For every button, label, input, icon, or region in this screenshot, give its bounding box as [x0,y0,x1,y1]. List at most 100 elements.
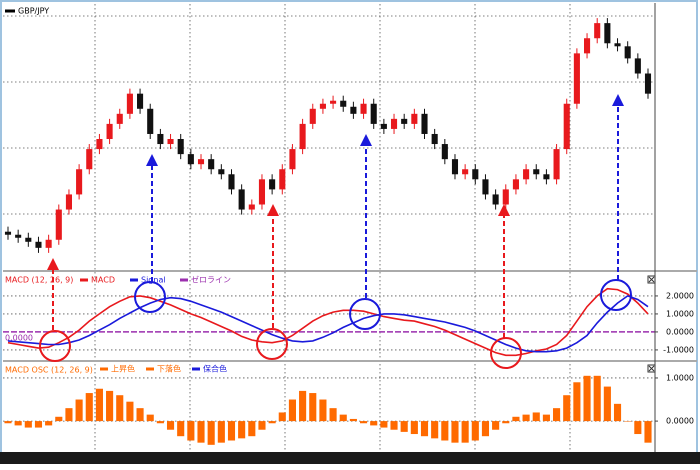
candle-body [523,169,530,180]
histogram-bar [126,401,134,422]
histogram-bar [197,421,205,443]
histogram-bar [451,421,459,443]
histogram-bar [573,382,581,422]
legend-label: MACD [91,276,115,285]
histogram-bar [370,421,378,426]
candle-body [248,204,255,210]
candle-body [106,123,113,140]
histogram-bar [258,421,266,430]
histogram-bar [85,393,93,422]
legend-label: ゼロライン [191,275,231,285]
candle-body [441,144,448,160]
histogram-bar [319,399,327,422]
candle-body [167,139,174,145]
candle-body [330,100,337,104]
candle-body [269,179,276,190]
candle-body [390,118,398,129]
candle-body [411,113,418,124]
candle-body [96,139,103,150]
histogram-bar [238,421,246,439]
candle-body [340,100,347,107]
histogram-bar [288,399,296,422]
histogram-bar [461,421,469,443]
histogram-bar [34,421,43,428]
close-x[interactable] [648,365,655,372]
histogram-bar [136,408,144,422]
candle-body [573,53,580,104]
candle-body [502,189,509,205]
histogram-bar [268,421,276,424]
legend-label: Signal [141,276,166,285]
candle-body [401,118,408,124]
histogram-bar [329,408,337,422]
histogram-bar [349,418,357,422]
histogram-bar [227,421,236,441]
candle-body [319,103,326,109]
candle-body [492,194,499,205]
candle-body [594,23,601,39]
histogram-bar [492,421,500,430]
candle-body [289,149,296,170]
candle-body [45,239,52,248]
histogram-bar [400,421,408,432]
candle-body [4,231,12,235]
close-x[interactable] [648,276,655,283]
candle-body [157,133,164,145]
candle-body [55,209,62,240]
histogram-bar [603,386,611,422]
candle-body [218,169,225,175]
close-button[interactable] [647,364,656,373]
close-button[interactable] [647,275,656,284]
histogram-bar [583,375,591,422]
candle-body [584,38,591,54]
candle-body [177,139,184,155]
y-tick-label: 2.0000 [666,291,694,300]
histogram-bar [45,421,53,426]
candle-body [462,169,469,175]
candle-body [604,23,611,44]
candle-body [228,174,235,190]
candle-body [76,169,83,195]
circle-highlight [134,281,166,313]
histogram-bar [420,421,429,437]
candle-body [25,237,32,242]
circle-highlight [490,337,522,369]
candle-body [482,179,489,195]
histogram-bar [55,416,63,422]
candle-body [563,103,570,150]
histogram-bar [187,421,195,441]
series-line [7,295,649,353]
histogram-bar [156,421,164,424]
y-tick-label: 0.0000 [666,327,694,336]
histogram-bar [380,421,388,428]
legend-label: 保合色 [203,364,227,374]
candle-body [208,159,215,170]
legend-label: 上昇色 [111,364,135,374]
histogram-bar [593,375,601,422]
histogram-bar [24,421,32,428]
candle-body [380,123,387,129]
histogram-bar [471,421,479,441]
histogram-bar [553,408,561,422]
histogram-bar [624,421,632,422]
candle-body [644,73,652,94]
histogram-bar [116,395,124,422]
legend-label: 下落色 [157,364,181,374]
candle-body [624,46,631,59]
circle-highlight [39,330,71,362]
panel-title: MACD OSC (12, 26, 9) [5,366,93,375]
panel-title: MACD (12, 26, 9) [5,276,73,285]
candle-body [299,123,306,150]
y-tick-label: 0.0000 [666,417,694,426]
histogram-bar [299,390,307,422]
histogram-bar [248,421,256,437]
histogram-bar [431,421,439,439]
histogram-bar [512,416,520,422]
histogram-bar [542,414,550,422]
candle-body [309,108,316,124]
candle-body [370,103,377,124]
candle-body [258,179,266,205]
histogram-bar [634,421,642,435]
candle-body [360,103,367,114]
